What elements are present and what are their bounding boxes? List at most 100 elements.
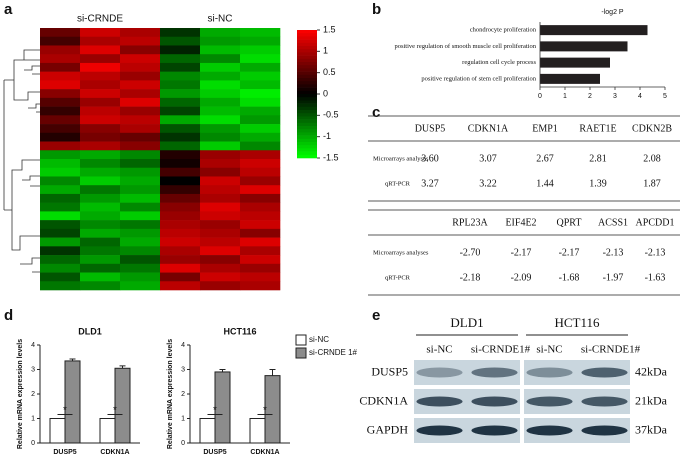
heatmap-cell [200, 272, 241, 282]
heatmap-cell [120, 246, 161, 256]
heatmap-cell [80, 141, 121, 151]
colorbar-segment [297, 36, 317, 40]
table-cell: 3.07 [479, 153, 497, 164]
colorbar-segment [297, 78, 317, 82]
heatmap-cell [80, 263, 121, 273]
heatmap-cell [80, 193, 121, 203]
table-header: CDKN2B [632, 123, 672, 134]
colorbar-segment [297, 52, 317, 56]
colorbar-segment [297, 126, 317, 130]
heatmap-cell [240, 89, 281, 99]
heatmap-cell [160, 28, 201, 38]
colorbar-segment [297, 135, 317, 140]
heatmap-cell [200, 106, 241, 116]
colorbar-segment [297, 148, 317, 152]
blot-band [581, 425, 628, 436]
heatmap-cell [200, 132, 241, 142]
blot-band [416, 425, 463, 436]
colorbar-tick-label: -1 [323, 131, 331, 141]
colorbar-segment [297, 138, 317, 143]
table-cell: -1.68 [559, 272, 580, 283]
heatmap-cell [40, 54, 81, 64]
colorbar-segment [297, 46, 317, 50]
heatmap-cell [120, 263, 161, 273]
table-row-label: Microarrays analyses [373, 249, 429, 256]
colorbar-tick-label: 1.5 [323, 24, 336, 34]
heatmap-cell [80, 71, 121, 81]
table-cell: -2.13 [645, 247, 666, 258]
significance-label: * [63, 405, 67, 416]
heatmap-cell [120, 211, 161, 221]
colorbar-segment [297, 33, 317, 37]
colorbar-segment [297, 145, 317, 149]
bar [114, 367, 131, 444]
heatmap-cell [240, 159, 281, 169]
table-cell: 3.60 [421, 153, 439, 164]
x-tick-label: 4 [638, 93, 642, 100]
heatmap-cell [120, 141, 161, 151]
table-cell: -1.63 [645, 272, 666, 283]
heatmap-cell [120, 106, 161, 116]
x-tick-label: CDKN1A [250, 449, 279, 456]
heatmap-cell [120, 89, 161, 99]
table-row-label: Microarrays analyses [373, 155, 429, 162]
heatmap-cell [160, 89, 201, 99]
bar [49, 418, 66, 444]
table-cell: 3.27 [421, 178, 439, 189]
table-header: ACSS1 [598, 217, 628, 228]
bar [264, 375, 281, 444]
blot-band [471, 425, 518, 436]
table-cell: -2.09 [511, 272, 532, 283]
heatmap-cell [40, 89, 81, 99]
heatmap-cell [80, 167, 121, 177]
heatmap-cell [80, 115, 121, 125]
colorbar-segment [297, 106, 317, 111]
heatmap-cell [200, 202, 241, 212]
error-bar [219, 369, 226, 372]
heatmap-cell [240, 281, 281, 291]
heatmap-cell [120, 97, 161, 107]
heatmap-cell [160, 220, 201, 230]
heatmap-cell [160, 106, 201, 116]
heatmap-cell [40, 237, 81, 247]
table-cell: -2.70 [460, 247, 481, 258]
heatmap-cell [40, 211, 81, 221]
heatmap-cell [200, 54, 241, 64]
blot-band [526, 367, 573, 378]
heatmap-cell [40, 115, 81, 125]
colorbar-segment [297, 84, 317, 88]
heatmap-cell [40, 228, 81, 238]
heatmap-cell [160, 193, 201, 203]
heatmap-cell [240, 176, 281, 186]
heatmap-cell [40, 246, 81, 256]
heatmap-cell [200, 36, 241, 46]
heatmap-cell [160, 211, 201, 221]
y-tick-label: 4 [181, 342, 185, 349]
heatmap-cell [120, 220, 161, 230]
y-tick-label: 2 [181, 391, 185, 398]
heatmap-cell [160, 62, 201, 72]
bar [540, 25, 648, 36]
panel-label: e [372, 307, 380, 324]
blot-band [526, 425, 573, 436]
heatmap-cell [40, 97, 81, 107]
colorbar-segment [297, 103, 317, 108]
table-header: RPL23A [452, 217, 488, 228]
dendrogram [3, 49, 40, 273]
heatmap-cell [240, 220, 281, 230]
heatmap-cell [40, 36, 81, 46]
heatmap-cell [40, 150, 81, 160]
legend-label: si-CRNDE 1# [309, 348, 358, 357]
table-header: DUSP5 [415, 123, 446, 134]
heatmap-cell [200, 141, 241, 151]
table-row-label: qRT-PCR [385, 274, 411, 281]
blot-protein-label: CDKN1A [359, 393, 408, 407]
heatmap-cell [160, 237, 201, 247]
colorbar-tick-label: 0.5 [323, 67, 336, 77]
heatmap-cell [240, 228, 281, 238]
error-bar [269, 369, 276, 376]
heatmap-cell [240, 246, 281, 256]
heatmap-cell [240, 202, 281, 212]
heatmap-cell [200, 150, 241, 160]
heatmap-cell [120, 281, 161, 291]
